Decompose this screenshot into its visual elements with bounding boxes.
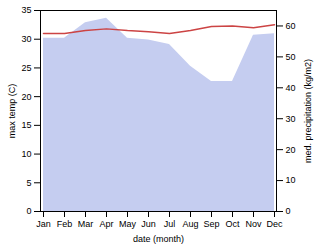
svg-text:15: 15: [21, 120, 31, 130]
svg-text:Jun: Jun: [141, 219, 156, 229]
svg-text:10: 10: [21, 149, 31, 159]
svg-text:Mar: Mar: [78, 219, 94, 229]
svg-text:0: 0: [286, 206, 291, 216]
svg-text:Jan: Jan: [36, 219, 51, 229]
svg-text:med. precipitation (kg/m2): med. precipitation (kg/m2): [303, 59, 313, 163]
svg-text:May: May: [119, 219, 137, 229]
svg-text:20: 20: [286, 145, 296, 155]
svg-text:30: 30: [21, 34, 31, 44]
svg-text:Sep: Sep: [203, 219, 219, 229]
svg-text:35: 35: [21, 5, 31, 15]
svg-text:Oct: Oct: [225, 219, 240, 229]
svg-text:max temp (C): max temp (C): [7, 84, 17, 139]
svg-text:date (month): date (month): [133, 234, 184, 244]
svg-text:Aug: Aug: [182, 219, 198, 229]
svg-text:60: 60: [286, 21, 296, 31]
svg-text:50: 50: [286, 52, 296, 62]
svg-text:0: 0: [26, 206, 31, 216]
svg-text:30: 30: [286, 114, 296, 124]
svg-text:20: 20: [21, 92, 31, 102]
svg-text:Apr: Apr: [99, 219, 113, 229]
svg-text:Nov: Nov: [245, 219, 262, 229]
svg-text:Dec: Dec: [266, 219, 283, 229]
svg-text:5: 5: [26, 178, 31, 188]
svg-text:40: 40: [286, 83, 296, 93]
svg-text:Jul: Jul: [164, 219, 176, 229]
svg-text:Feb: Feb: [57, 219, 73, 229]
svg-text:10: 10: [286, 175, 296, 185]
svg-text:25: 25: [21, 63, 31, 73]
